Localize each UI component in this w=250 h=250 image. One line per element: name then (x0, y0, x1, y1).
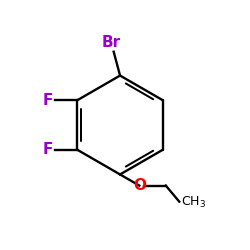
Text: Br: Br (102, 36, 121, 51)
Text: F: F (42, 93, 52, 108)
Text: F: F (42, 142, 52, 157)
Text: CH$_3$: CH$_3$ (180, 195, 206, 210)
Text: O: O (133, 178, 146, 193)
